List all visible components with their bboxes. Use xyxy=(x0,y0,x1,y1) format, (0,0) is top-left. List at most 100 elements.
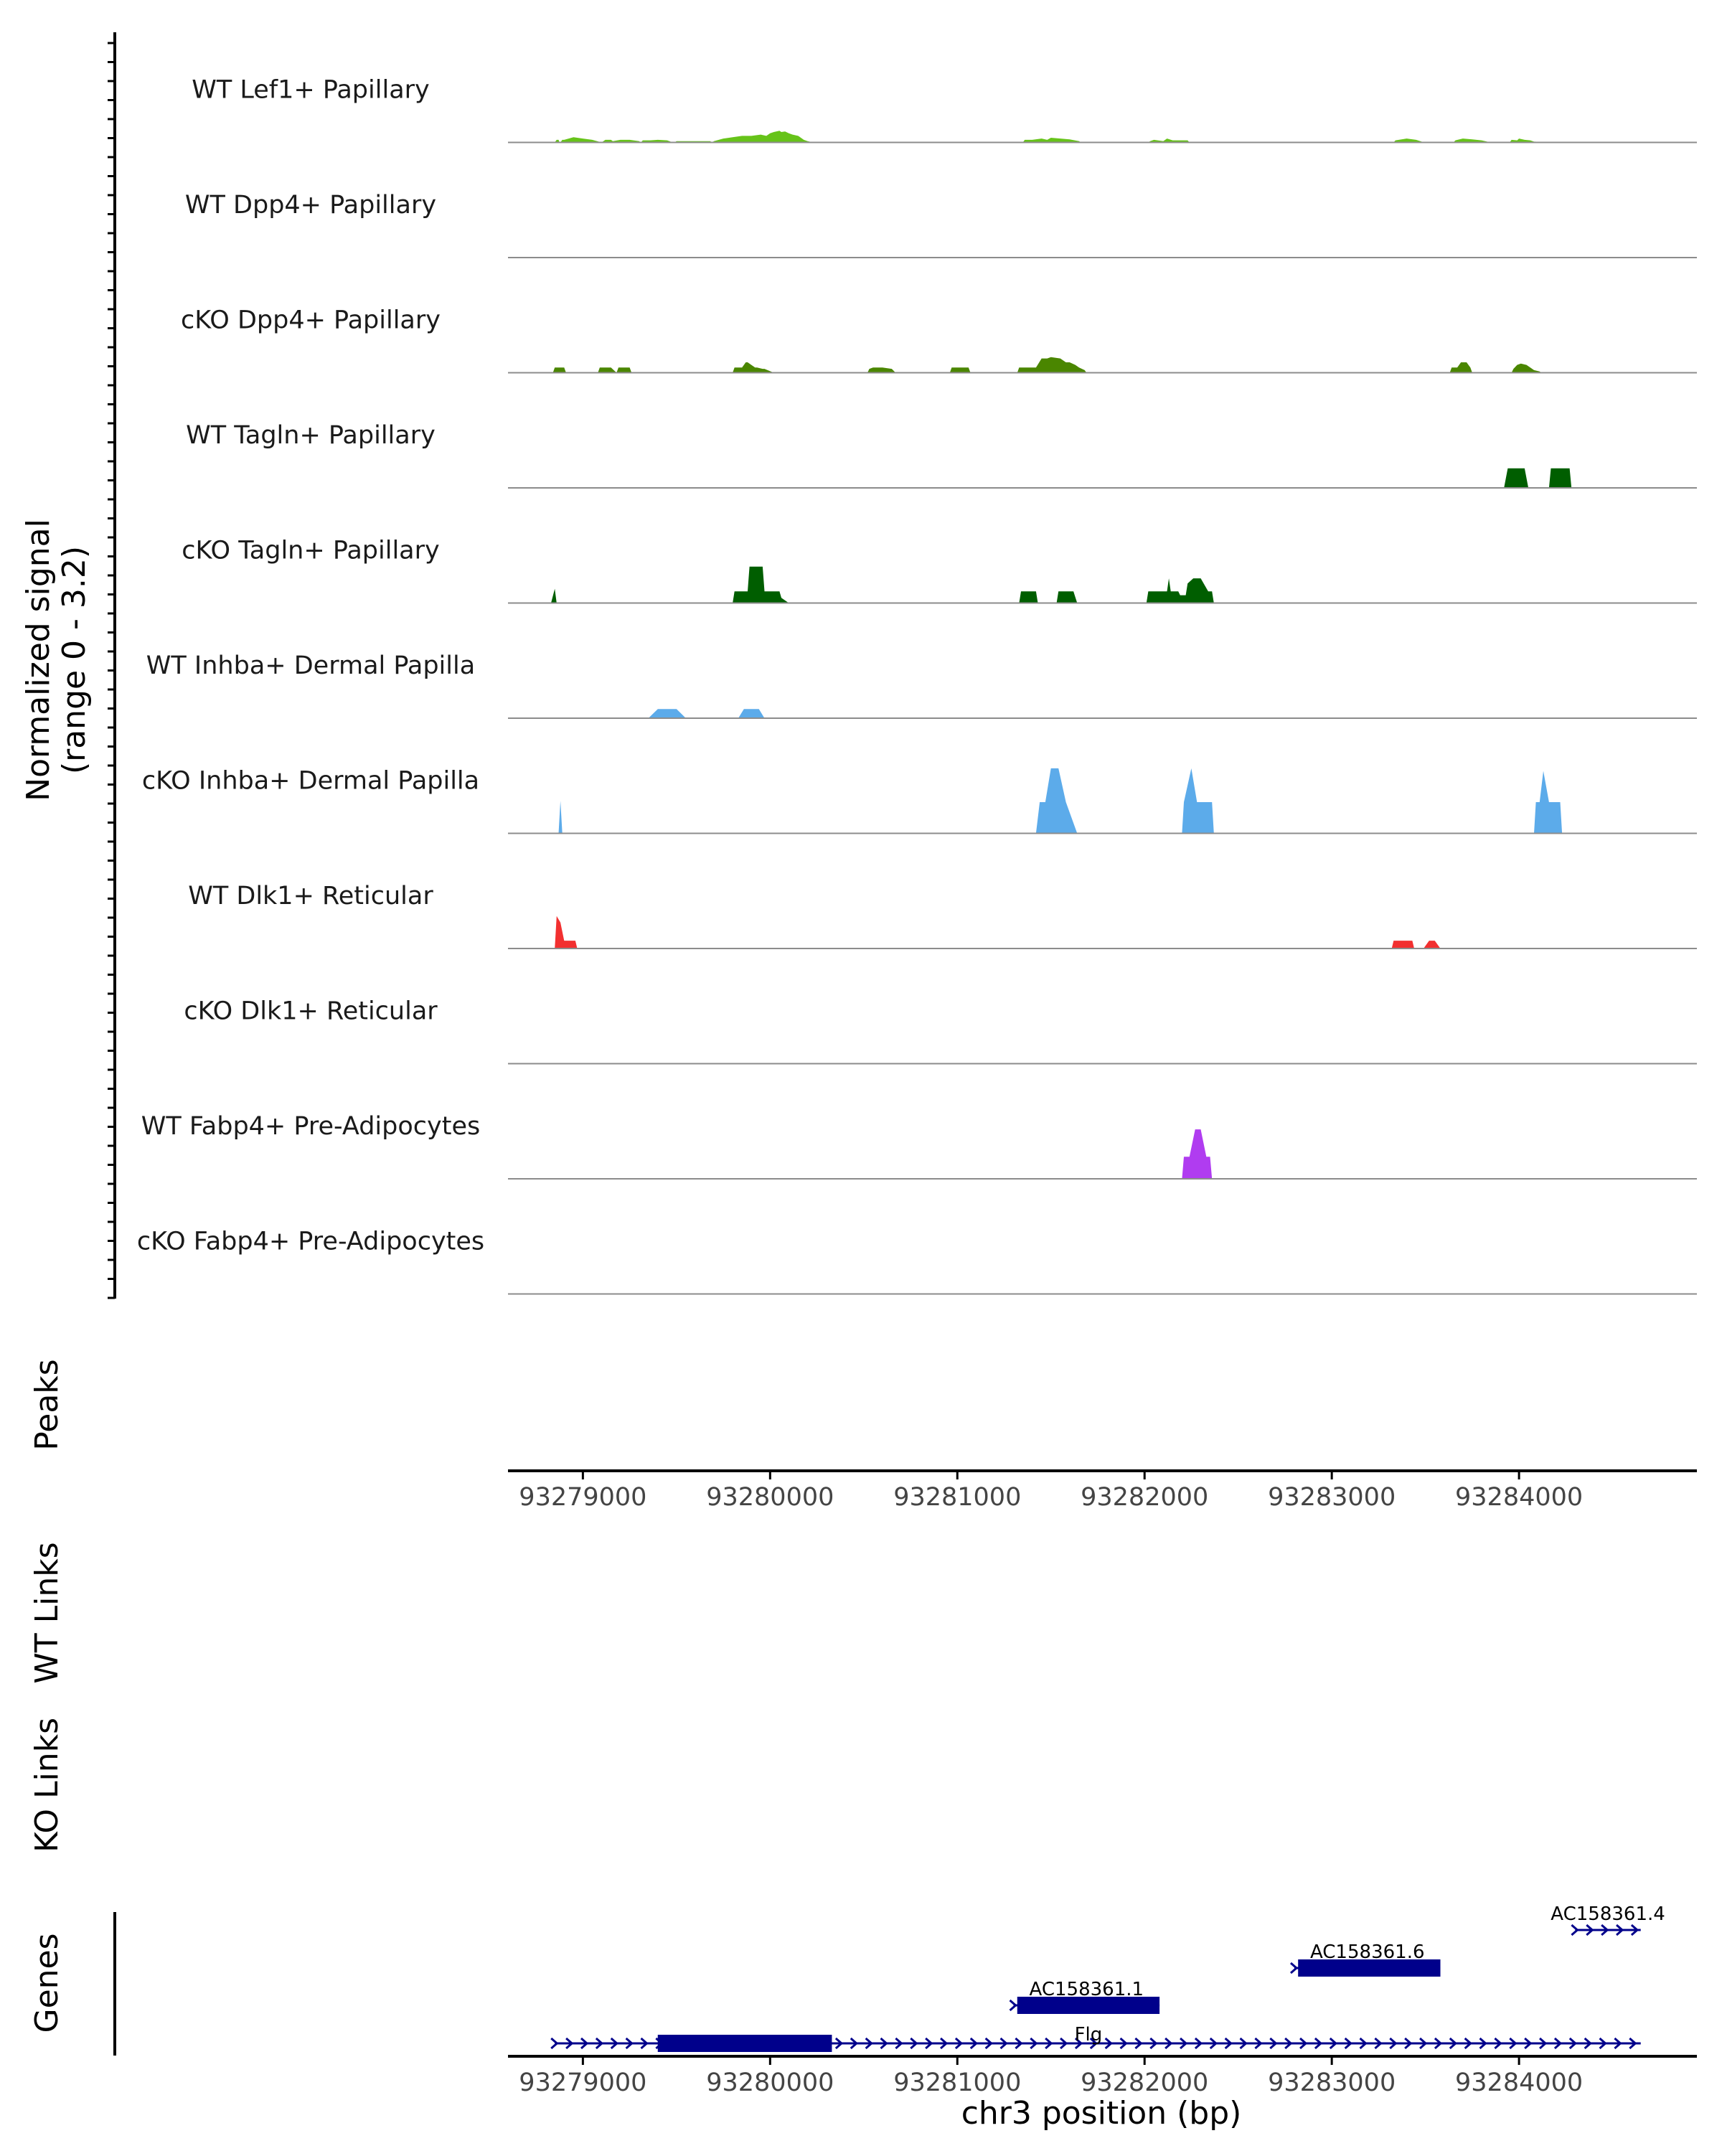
x-tick-label: 93280000 xyxy=(706,2068,834,2097)
x-tick-label: 93282000 xyxy=(1081,2068,1208,2097)
strand-arrow xyxy=(1224,2037,1233,2050)
strand-arrow xyxy=(1015,2037,1023,2050)
coverage-area xyxy=(1182,1129,1213,1179)
strand-arrow xyxy=(1419,2037,1428,2050)
gene-flg: Flg xyxy=(550,2024,1641,2052)
annotation-panels: Peaks WT Links KO Links Genes xyxy=(29,1359,116,2056)
track-label: cKO Dpp4+ Papillary xyxy=(181,306,441,335)
panel-title-genes: Genes xyxy=(29,1933,65,2033)
strand-arrow xyxy=(1374,2037,1383,2050)
track-label: WT Dlk1+ Reticular xyxy=(188,882,433,910)
strand-arrow xyxy=(834,2037,844,2050)
strand-arrow xyxy=(1479,2037,1487,2050)
strand-arrow xyxy=(1586,1924,1594,1936)
strand-arrow xyxy=(1089,2037,1098,2050)
strand-arrow xyxy=(1571,1924,1579,1936)
track-cko-tagln-papillary: cKO Tagln+ Papillary xyxy=(182,537,1697,604)
strand-arrow xyxy=(1194,2037,1203,2050)
strand-arrow xyxy=(565,2037,574,2050)
strand-arrow xyxy=(999,2037,1008,2050)
gene-label: AC158361.6 xyxy=(1310,1941,1425,1963)
strand-arrow xyxy=(865,2037,873,2050)
coverage-area xyxy=(558,768,1563,834)
gene-label: AC158361.4 xyxy=(1551,1903,1665,1925)
coverage-area xyxy=(555,131,1544,143)
x-tick-label: 93282000 xyxy=(1081,1483,1208,1512)
strand-arrow xyxy=(1601,1924,1609,1936)
coverage-area xyxy=(552,357,1542,373)
coverage-tracks: WT Lef1+ Papillary WT Dpp4+ Papillary cKO … xyxy=(137,76,1697,1295)
track-cko-fabp4-pre-adipocytes: cKO Fabp4+ Pre-Adipocytes xyxy=(137,1228,1697,1295)
strand-arrow xyxy=(640,2037,649,2050)
gene-label: AC158361.1 xyxy=(1030,1979,1144,2000)
strand-arrow xyxy=(1449,2037,1458,2050)
strand-arrow xyxy=(940,2037,949,2050)
strand-arrow xyxy=(1009,1999,1017,2012)
coverage-area xyxy=(648,709,765,718)
track-wt-dpp4-papillary: WT Dpp4+ Papillary xyxy=(185,191,1697,258)
x-tick-label: 93281000 xyxy=(893,2068,1021,2097)
strand-arrow xyxy=(1599,2037,1607,2050)
x-axes: 93279000 93280000 93281000 93282000 93283000… xyxy=(508,1469,1697,2097)
strand-arrow xyxy=(1104,2037,1113,2050)
x-tick-label: 93284000 xyxy=(1455,2068,1583,2097)
strand-arrow xyxy=(1209,2037,1218,2050)
strand-arrow xyxy=(1299,2037,1308,2050)
strand-arrow xyxy=(1239,2037,1248,2050)
track-label: WT Lef1+ Papillary xyxy=(192,76,430,105)
x-axis-title: chr3 position (bp) xyxy=(961,2095,1242,2132)
strand-arrow xyxy=(1314,2037,1323,2050)
strand-arrow xyxy=(1359,2037,1368,2050)
strand-arrow xyxy=(1630,1924,1639,1936)
y-axis xyxy=(108,32,116,1299)
strand-arrow xyxy=(1389,2037,1398,2050)
x-tick-label: 93283000 xyxy=(1268,2068,1396,2097)
strand-arrow xyxy=(1289,1962,1299,1974)
strand-arrow xyxy=(1030,2037,1038,2050)
strand-arrow xyxy=(1344,2037,1352,2050)
track-wt-tagln-papillary: WT Tagln+ Papillary xyxy=(186,421,1697,489)
strand-arrow xyxy=(895,2037,903,2050)
x-tick-label: 93281000 xyxy=(893,1483,1021,1512)
strand-arrow xyxy=(1509,2037,1518,2050)
track-label: WT Dpp4+ Papillary xyxy=(185,191,436,220)
x-tick-label: 93280000 xyxy=(706,1483,834,1512)
strand-arrow xyxy=(595,2037,604,2050)
coverage-area xyxy=(555,915,1443,948)
track-label: cKO Fabp4+ Pre-Adipocytes xyxy=(137,1228,484,1256)
track-wt-lef1-papillary: WT Lef1+ Papillary xyxy=(192,76,1697,143)
strand-arrow xyxy=(1434,2037,1443,2050)
genes-x-axis: 93279000 93280000 93281000 93282000 93283000… xyxy=(508,2055,1697,2097)
strand-arrow xyxy=(910,2037,918,2050)
track-label: cKO Inhba+ Dermal Papilla xyxy=(142,767,479,796)
strand-arrow xyxy=(1629,2037,1637,2050)
track-wt-dlk1-reticular: WT Dlk1+ Reticular xyxy=(188,882,1697,949)
strand-arrow xyxy=(880,2037,888,2050)
panel-title-wt-links: WT Links xyxy=(29,1542,65,1683)
strand-arrow xyxy=(1553,2037,1563,2050)
strand-arrow xyxy=(1614,2037,1622,2050)
peaks-x-axis: 93279000 93280000 93281000 93282000 93283000… xyxy=(508,1469,1697,1512)
strand-arrow xyxy=(1119,2037,1128,2050)
strand-arrow xyxy=(984,2037,993,2050)
track-wt-fabp4-pre-adipocytes: WT Fabp4+ Pre-Adipocytes xyxy=(141,1112,1697,1180)
track-cko-inhba-dermal-papilla: cKO Inhba+ Dermal Papilla xyxy=(142,767,1697,834)
gene-ac158361-1: AC158361.1 xyxy=(1009,1979,1160,2014)
x-tick-label: 93284000 xyxy=(1455,1483,1583,1512)
strand-arrow xyxy=(1269,2037,1278,2050)
strand-arrow xyxy=(1616,1924,1624,1936)
track-wt-inhba-dermal-papilla: WT Inhba+ Dermal Papilla xyxy=(146,651,1697,719)
coverage-area xyxy=(551,566,1214,603)
y-axis-title: Normalized signal xyxy=(20,519,57,801)
strand-arrow xyxy=(850,2037,859,2050)
panel-title-peaks: Peaks xyxy=(29,1359,65,1450)
strand-arrow xyxy=(1494,2037,1502,2050)
strand-arrow xyxy=(954,2037,964,2050)
gene-exon xyxy=(1298,1959,1441,1977)
strand-arrow xyxy=(1568,2037,1578,2050)
strand-arrow xyxy=(1045,2037,1053,2050)
x-tick-label: 93279000 xyxy=(519,1483,646,1512)
track-label: WT Inhba+ Dermal Papilla xyxy=(146,651,475,680)
strand-arrow xyxy=(1180,2037,1188,2050)
